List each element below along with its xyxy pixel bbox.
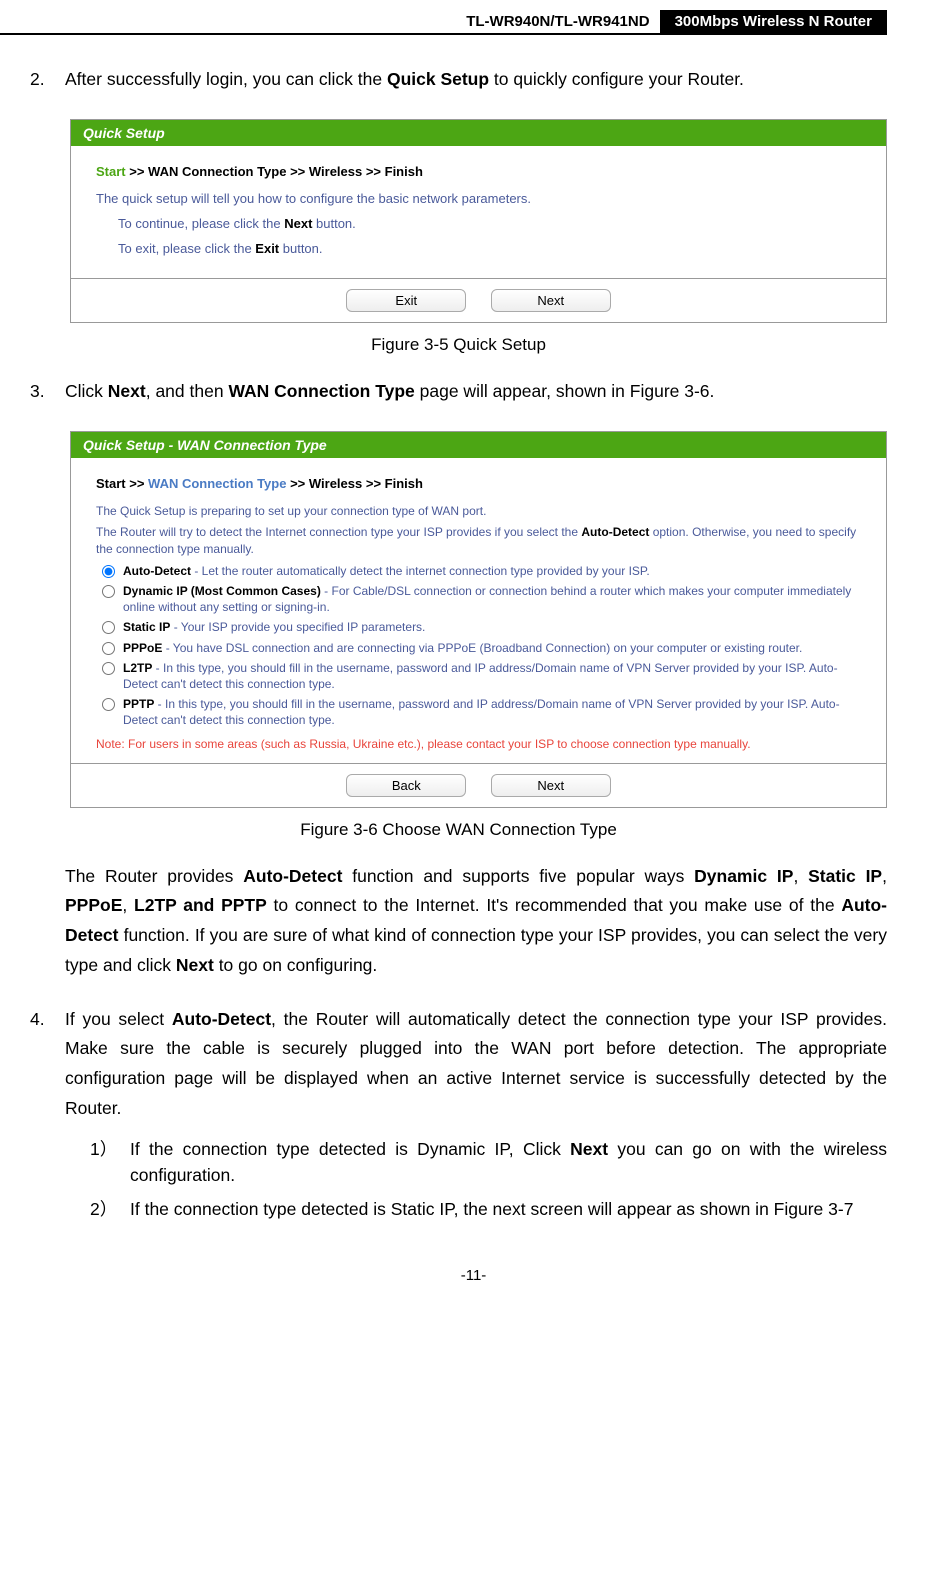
breadcrumb: Start >> WAN Connection Type >> Wireless… (96, 164, 861, 179)
figure-body: Start >> WAN Connection Type >> Wireless… (71, 146, 886, 279)
next-button[interactable]: Next (491, 289, 611, 312)
fig-line: To continue, please click the Next butto… (118, 216, 861, 231)
step-text: After successfully login, you can click … (65, 65, 887, 107)
header-model: TL-WR940N/TL-WR941ND (0, 10, 660, 35)
step-2: 2. After successfully login, you can cli… (30, 65, 887, 107)
radio-input[interactable] (102, 662, 115, 675)
radio-auto-detect: Auto-Detect - Let the router automatical… (96, 563, 861, 579)
figure-title: Quick Setup - WAN Connection Type (71, 432, 886, 458)
radio-input[interactable] (102, 621, 115, 634)
para-text: The Router provides Auto-Detect function… (65, 862, 887, 993)
breadcrumb: Start >> WAN Connection Type >> Wireless… (96, 476, 861, 491)
bc-current: WAN Connection Type (148, 476, 286, 491)
radio-pppoe: PPPoE - You have DSL connection and are … (96, 640, 861, 656)
fig-desc: The Router will try to detect the Intern… (96, 524, 861, 558)
step-text: If you select Auto-Detect, the Router wi… (65, 1005, 887, 1231)
note-text: Note: For users in some areas (such as R… (96, 737, 861, 751)
radio-input[interactable] (102, 585, 115, 598)
figure-title: Quick Setup (71, 120, 886, 146)
next-button[interactable]: Next (491, 774, 611, 797)
caption: Figure 3-6 Choose WAN Connection Type (30, 820, 887, 840)
substep-1: 1） If the connection type detected is Dy… (90, 1136, 887, 1189)
content: 2. After successfully login, you can cli… (0, 35, 947, 1262)
back-button[interactable]: Back (346, 774, 466, 797)
fig-desc: The Quick Setup is preparing to set up y… (96, 503, 861, 520)
radio-l2tp: L2TP - In this type, you should fill in … (96, 660, 861, 692)
radio-input[interactable] (102, 698, 115, 711)
radio-pptp: PPTP - In this type, you should fill in … (96, 696, 861, 728)
sub-text: If the connection type detected is Dynam… (130, 1136, 887, 1189)
sub-number: 1） (90, 1136, 130, 1189)
paragraph: The Router provides Auto-Detect function… (30, 862, 887, 993)
page-header: TL-WR940N/TL-WR941ND 300Mbps Wireless N … (0, 10, 887, 35)
radio-input[interactable] (102, 565, 115, 578)
radio-input[interactable] (102, 642, 115, 655)
step-number: 4. (30, 1005, 65, 1231)
bc-start: Start (96, 164, 126, 179)
figure-buttons: Back Next (71, 764, 886, 807)
figure-3-5: Quick Setup Start >> WAN Connection Type… (70, 119, 887, 323)
caption: Figure 3-5 Quick Setup (30, 335, 887, 355)
radio-static-ip: Static IP - Your ISP provide you specifi… (96, 619, 861, 635)
radio-dynamic-ip: Dynamic IP (Most Common Cases) - For Cab… (96, 583, 861, 615)
sub-number: 2） (90, 1196, 130, 1222)
step-text: Click Next, and then WAN Connection Type… (65, 377, 887, 419)
exit-button[interactable]: Exit (346, 289, 466, 312)
header-product: 300Mbps Wireless N Router (660, 10, 887, 35)
sub-text: If the connection type detected is Stati… (130, 1196, 887, 1222)
step-3: 3. Click Next, and then WAN Connection T… (30, 377, 887, 419)
figure-buttons: Exit Next (71, 279, 886, 322)
page-number: -11- (0, 1267, 947, 1284)
fig-line: To exit, please click the Exit button. (118, 241, 861, 256)
fig-line: The quick setup will tell you how to con… (96, 191, 861, 206)
substep-2: 2） If the connection type detected is St… (90, 1196, 887, 1222)
step-number: 2. (30, 65, 65, 107)
step-4: 4. If you select Auto-Detect, the Router… (30, 1005, 887, 1231)
figure-3-6: Quick Setup - WAN Connection Type Start … (70, 431, 887, 808)
figure-body: Start >> WAN Connection Type >> Wireless… (71, 458, 886, 764)
step-number: 3. (30, 377, 65, 419)
